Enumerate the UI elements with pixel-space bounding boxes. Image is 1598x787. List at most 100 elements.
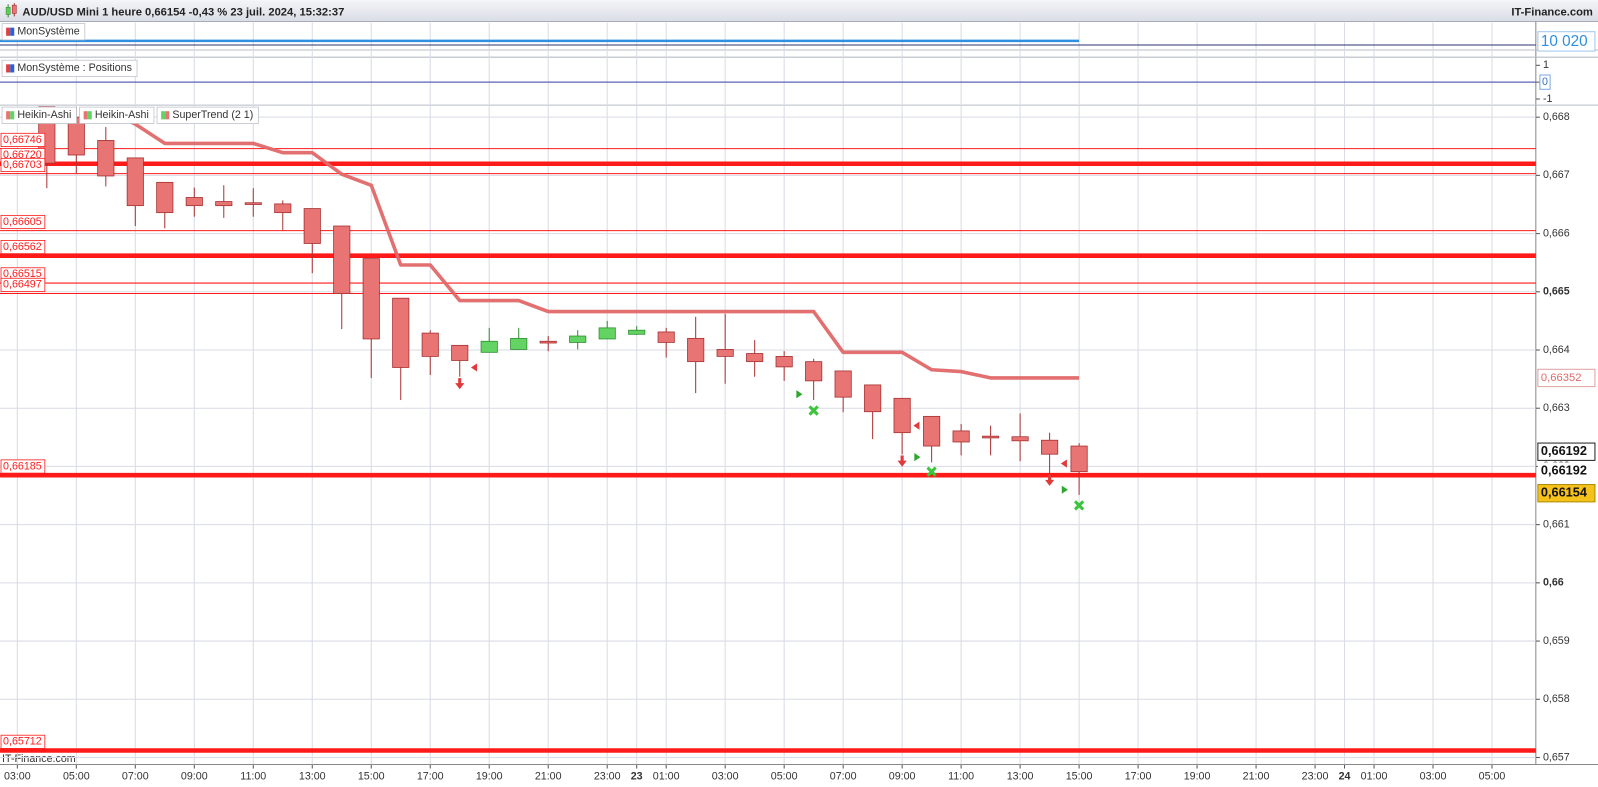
x-tick-label: 05:00 [63, 771, 90, 783]
x-tick-label: 15:00 [1066, 771, 1093, 783]
price-label: 0,66192 [1541, 443, 1587, 458]
signal-triangle [1060, 459, 1067, 468]
level-label-box [0, 132, 46, 147]
level-label: 0,66515 [3, 268, 42, 280]
chip-icon [10, 111, 15, 120]
price-label-box [1537, 462, 1595, 480]
candle-body [775, 356, 793, 368]
candle-body [274, 203, 292, 214]
level-label: 0,65712 [3, 736, 42, 748]
chip-label: MonSystème [17, 26, 79, 38]
level-label-box [0, 157, 46, 172]
x-tick-label: 13:00 [1007, 771, 1034, 783]
candle-body [480, 340, 498, 353]
candle-body [244, 202, 262, 205]
level-label-box [0, 240, 46, 255]
y-tick-label: 0,661 [1543, 518, 1570, 530]
candle-body [97, 140, 115, 177]
candle-body [451, 344, 469, 361]
price-label: 0,66352 [1541, 372, 1581, 384]
y-tick-label: 0,667 [1543, 169, 1570, 181]
price-label-box [1537, 442, 1596, 461]
sell-arrow [1045, 474, 1055, 486]
position-value-box [1539, 74, 1551, 90]
price-label: 0,66154 [1541, 485, 1587, 500]
x-tick-label: 03:00 [4, 771, 31, 783]
level-label: 0,66497 [3, 279, 42, 291]
system-value: 10 020 [1541, 33, 1588, 50]
candle-body [156, 181, 174, 214]
candle-body [923, 415, 941, 447]
candle-body [362, 258, 380, 340]
x-tick-label: 05:00 [1479, 771, 1506, 783]
position-value: 0 [1542, 76, 1548, 88]
header-icon [5, 3, 17, 18]
candle-body [598, 327, 616, 340]
candle-body [215, 201, 233, 207]
x-tick-label: 03:00 [712, 771, 739, 783]
chip-icon [87, 111, 92, 120]
chip-icon [161, 111, 166, 120]
y-tick-label: 0,663 [1543, 402, 1570, 414]
level-label: 0,66703 [3, 159, 42, 171]
candle-body [893, 397, 911, 434]
x-tick-label: 17:00 [1125, 771, 1152, 783]
y-tick-label: 0,657 [1543, 751, 1570, 763]
chip-label: SuperTrend (2 1) [172, 109, 253, 121]
chip-icon [165, 111, 170, 120]
x-tick-label: 07:00 [830, 771, 857, 783]
x-tick-label: 01:00 [653, 771, 680, 783]
chip [1, 106, 77, 124]
candle-body [333, 225, 351, 294]
x-tick-label: 19:00 [476, 771, 503, 783]
x-tick-label: 23:00 [594, 771, 621, 783]
candle-body [1041, 439, 1059, 455]
level-label: 0,66720 [3, 149, 42, 161]
candle-body [628, 329, 646, 335]
chip [156, 106, 259, 124]
x-tick-label: 07:00 [122, 771, 149, 783]
y-tick-label: 0,665 [1543, 286, 1570, 298]
x-tick-label: 05:00 [771, 771, 798, 783]
signal-triangle [1061, 485, 1068, 494]
candle-body [569, 335, 587, 343]
candle-body [539, 340, 557, 344]
chip-icon [6, 111, 11, 120]
chip [1, 23, 86, 41]
x-tick-label: 19:00 [1184, 771, 1211, 783]
x-tick-label: 13:00 [299, 771, 326, 783]
level-label: 0,66185 [3, 460, 42, 472]
chip [1, 59, 138, 77]
candle-body [982, 435, 1000, 439]
chip-icon [6, 64, 11, 73]
y-tick-label: 0,664 [1543, 344, 1570, 356]
candle-body [1011, 436, 1029, 442]
y-tick-label: -1 [1543, 93, 1553, 105]
candle-body [126, 157, 144, 207]
candle-body [510, 337, 528, 350]
chip-icon [83, 111, 88, 120]
x-tick-label: 03:00 [1420, 771, 1447, 783]
y-tick-label: 0,658 [1543, 693, 1570, 705]
price-label-box [1537, 368, 1596, 388]
y-tick-label: 0,659 [1543, 635, 1570, 647]
level-label-box [0, 459, 46, 474]
candle-body [657, 331, 675, 343]
signal-cross [808, 405, 819, 416]
chip-label: Heikin-Ashi [95, 109, 149, 121]
sell-arrow [897, 455, 907, 467]
x-tick-label: 11:00 [240, 771, 266, 783]
x-tick-label: 09:00 [889, 771, 916, 783]
price-label-box [1537, 484, 1596, 503]
chip-icon [6, 27, 11, 36]
level-label-box [0, 214, 46, 230]
level-label-box [0, 734, 46, 749]
x-tick-label: 17:00 [417, 771, 444, 783]
header-bar [0, 0, 1598, 22]
chip-icon [10, 27, 15, 36]
signal-triangle [796, 390, 803, 399]
candle-body [834, 370, 852, 398]
chip-icon [10, 64, 15, 73]
candle-body [421, 332, 439, 357]
